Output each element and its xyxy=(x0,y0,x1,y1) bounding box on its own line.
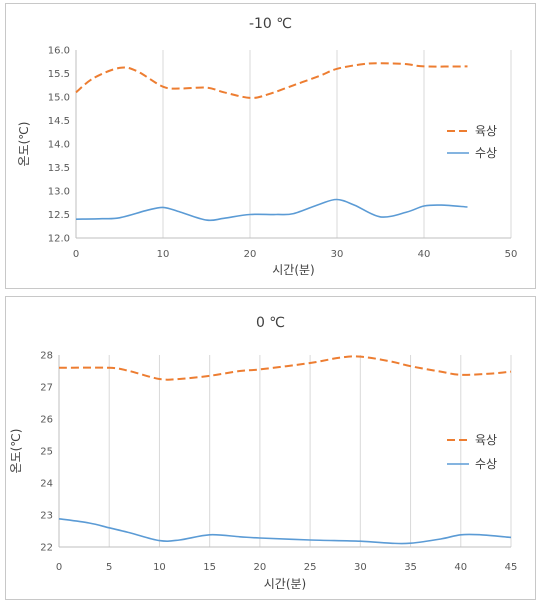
y-tick-label: 14.5 xyxy=(48,116,70,127)
series-line-land xyxy=(58,355,512,381)
chart-title: 0 ℃ xyxy=(256,315,285,331)
chart-title: -10 ℃ xyxy=(249,16,292,32)
x-tick-label: 0 xyxy=(73,249,79,260)
y-tick-label: 12.0 xyxy=(48,234,70,245)
legend-label: 육상 xyxy=(475,124,497,138)
chart-0: 0 ℃ 0 5 10 15 20 25 30 35 40 45 22 23 24 25 26 27 28 시간(분)… xyxy=(5,296,536,600)
y-tick-label: 16.0 xyxy=(48,46,70,57)
x-tick-label: 50 xyxy=(505,249,518,260)
y-tick-label: 23 xyxy=(40,511,53,522)
x-tick-label: 10 xyxy=(153,562,166,573)
series-line-water xyxy=(58,518,512,545)
y-tick-label: 13.5 xyxy=(48,163,70,174)
y-tick-label: 13.0 xyxy=(48,187,70,198)
x-tick-label: 10 xyxy=(157,249,170,260)
x-tick-label: 40 xyxy=(418,249,431,260)
x-tick-label: 40 xyxy=(454,562,467,573)
y-tick-label: 14.0 xyxy=(48,140,70,151)
legend-label: 수상 xyxy=(475,457,497,471)
y-tick-label: 15.5 xyxy=(48,69,70,80)
x-tick-label: 30 xyxy=(354,562,367,573)
chart-0-svg: 0 ℃ 0 5 10 15 20 25 30 35 40 45 22 23 24 25 26 27 28 시간(분)… xyxy=(9,315,518,591)
x-axis-title: 시간(분) xyxy=(264,577,306,591)
y-tick-label: 12.5 xyxy=(48,210,70,221)
legend-label: 육상 xyxy=(475,433,497,447)
x-tick-label: 25 xyxy=(304,562,317,573)
y-tick-label: 15.0 xyxy=(48,93,70,104)
x-tick-label: 45 xyxy=(505,562,518,573)
x-tick-label: 5 xyxy=(106,562,112,573)
y-tick-label: 28 xyxy=(40,351,53,362)
chart-minus-10-svg: -10 ℃ 0 10 20 30 40 50 12.0 12.5 13.0 13.5 14.0 14.5… xyxy=(17,16,518,277)
chart-minus-10: -10 ℃ 0 10 20 30 40 50 12.0 12.5 13.0 13.5 14.0 14.5… xyxy=(5,3,536,289)
x-tick-label: 15 xyxy=(203,562,216,573)
y-tick-label: 22 xyxy=(40,543,53,554)
x-tick-label: 0 xyxy=(56,562,62,573)
y-tick-label: 24 xyxy=(40,479,53,490)
series-line-water xyxy=(75,198,468,222)
x-tick-label: 30 xyxy=(331,249,344,260)
x-tick-label: 20 xyxy=(254,562,267,573)
x-tick-label: 20 xyxy=(244,249,257,260)
y-tick-label: 26 xyxy=(40,415,53,426)
series-line-land xyxy=(75,62,468,99)
x-axis-title: 시간(분) xyxy=(272,263,314,277)
y-tick-label: 27 xyxy=(40,383,53,394)
x-tick-label: 35 xyxy=(404,562,417,573)
legend-label: 수상 xyxy=(475,146,497,160)
y-tick-label: 25 xyxy=(40,447,53,458)
y-axis-title: 온도(℃) xyxy=(17,122,31,167)
y-axis-title: 온도(℃) xyxy=(9,429,23,474)
